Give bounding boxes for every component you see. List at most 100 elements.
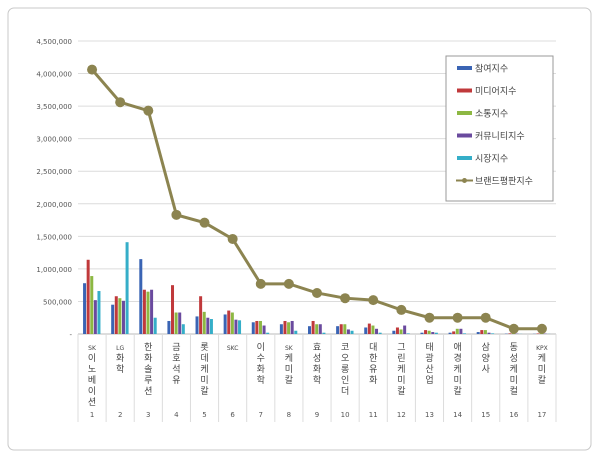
bar-미디어지수 [283, 321, 286, 334]
bar-참여지수 [224, 314, 227, 334]
y-tick-label: 4,000,000 [36, 71, 72, 79]
bar-미디어지수 [396, 327, 399, 334]
legend-label: 미디어지수 [475, 86, 516, 97]
legend-swatch-참여지수 [457, 66, 472, 70]
bar-커뮤니티지수 [319, 324, 322, 334]
bar-미디어지수 [508, 333, 511, 334]
bar-커뮤니티지수 [291, 321, 294, 334]
y-tick-label: 3,500,000 [36, 103, 72, 111]
bar-시장지수 [379, 333, 382, 334]
bar-소통지수 [203, 312, 206, 334]
bar-소통지수 [484, 330, 487, 334]
bar-소통지수 [428, 331, 431, 334]
y-tick-label: 1,000,000 [36, 266, 72, 274]
rank-label: 12 [397, 411, 406, 419]
bar-소통지수 [146, 292, 149, 334]
bar-시장지수 [266, 333, 269, 334]
bar-미디어지수 [227, 311, 230, 334]
bar-소통지수 [231, 313, 234, 334]
bar-참여지수 [139, 259, 142, 334]
legend-swatch-소통지수 [457, 111, 472, 115]
bar-참여지수 [420, 333, 423, 334]
bar-시장지수 [182, 324, 185, 334]
bar-미디어지수 [312, 321, 315, 334]
bar-시장지수 [322, 333, 325, 334]
bar-커뮤니티지수 [347, 329, 350, 334]
bar-커뮤니티지수 [488, 333, 491, 334]
bar-미디어지수 [480, 330, 483, 334]
bar-소통지수 [287, 322, 290, 334]
bar-시장지수 [294, 331, 297, 334]
bar-커뮤니티지수 [178, 313, 181, 334]
legend-label: 브랜드평판지수 [475, 176, 533, 187]
bar-커뮤니티지수 [94, 300, 97, 334]
bar-커뮤니티지수 [263, 326, 266, 334]
bar-미디어지수 [115, 296, 118, 334]
bar-소통지수 [118, 298, 121, 334]
line-point [453, 313, 463, 323]
y-tick-label: 3,000,000 [36, 136, 72, 144]
bar-시장지수 [435, 333, 438, 334]
bar-참여지수 [83, 283, 86, 334]
line-point [87, 65, 97, 75]
bar-참여지수 [280, 324, 283, 334]
rank-label: 14 [453, 411, 462, 419]
bar-미디어지수 [340, 324, 343, 334]
line-point [200, 218, 210, 228]
bar-시장지수 [154, 318, 157, 334]
bar-참여지수 [167, 321, 170, 334]
rank-label: 1 [90, 411, 94, 419]
bar-미디어지수 [424, 330, 427, 334]
y-tick-label: 1,500,000 [36, 233, 72, 241]
bar-미디어지수 [255, 321, 258, 334]
bar-커뮤니티지수 [206, 318, 209, 334]
rank-label: 9 [315, 411, 319, 419]
legend-label: 참여지수 [475, 63, 508, 75]
bar-커뮤니티지수 [431, 332, 434, 334]
legend-label: 커뮤니티지수 [475, 131, 525, 142]
bar-참여지수 [364, 327, 367, 334]
bar-시장지수 [351, 331, 354, 334]
line-point [256, 279, 266, 289]
bar-참여지수 [196, 316, 199, 334]
bar-미디어지수 [368, 324, 371, 334]
line-point [368, 295, 378, 305]
bar-소통지수 [175, 313, 178, 334]
legend-swatch-커뮤니티지수 [457, 134, 472, 138]
line-point [171, 210, 181, 220]
bar-미디어지수 [537, 333, 540, 334]
y-tick-label: 4,500,000 [36, 38, 72, 46]
line-point [481, 313, 491, 323]
bar-미디어지수 [87, 260, 90, 334]
bar-소통지수 [371, 326, 374, 334]
legend-swatch-미디어지수 [457, 89, 472, 93]
bar-커뮤니티지수 [150, 290, 153, 334]
bar-커뮤니티지수 [403, 326, 406, 334]
bar-시장지수 [407, 333, 410, 334]
legend-swatch-시장지수 [457, 156, 472, 160]
rank-label: 6 [230, 411, 235, 419]
rank-label: 10 [341, 411, 350, 419]
rank-label: 2 [118, 411, 122, 419]
rank-label: 11 [369, 411, 378, 419]
bar-참여지수 [252, 322, 255, 334]
line-point [396, 305, 406, 315]
line-point [284, 279, 294, 289]
bar-소통지수 [456, 329, 459, 334]
rank-label: 15 [481, 411, 490, 419]
line-point [509, 324, 519, 334]
bar-참여지수 [111, 305, 114, 334]
bar-시장지수 [463, 333, 466, 334]
bar-커뮤니티지수 [234, 320, 237, 334]
line-point [115, 97, 125, 107]
bar-미디어지수 [143, 290, 146, 334]
bar-참여지수 [449, 333, 452, 334]
bar-커뮤니티지수 [122, 301, 125, 334]
